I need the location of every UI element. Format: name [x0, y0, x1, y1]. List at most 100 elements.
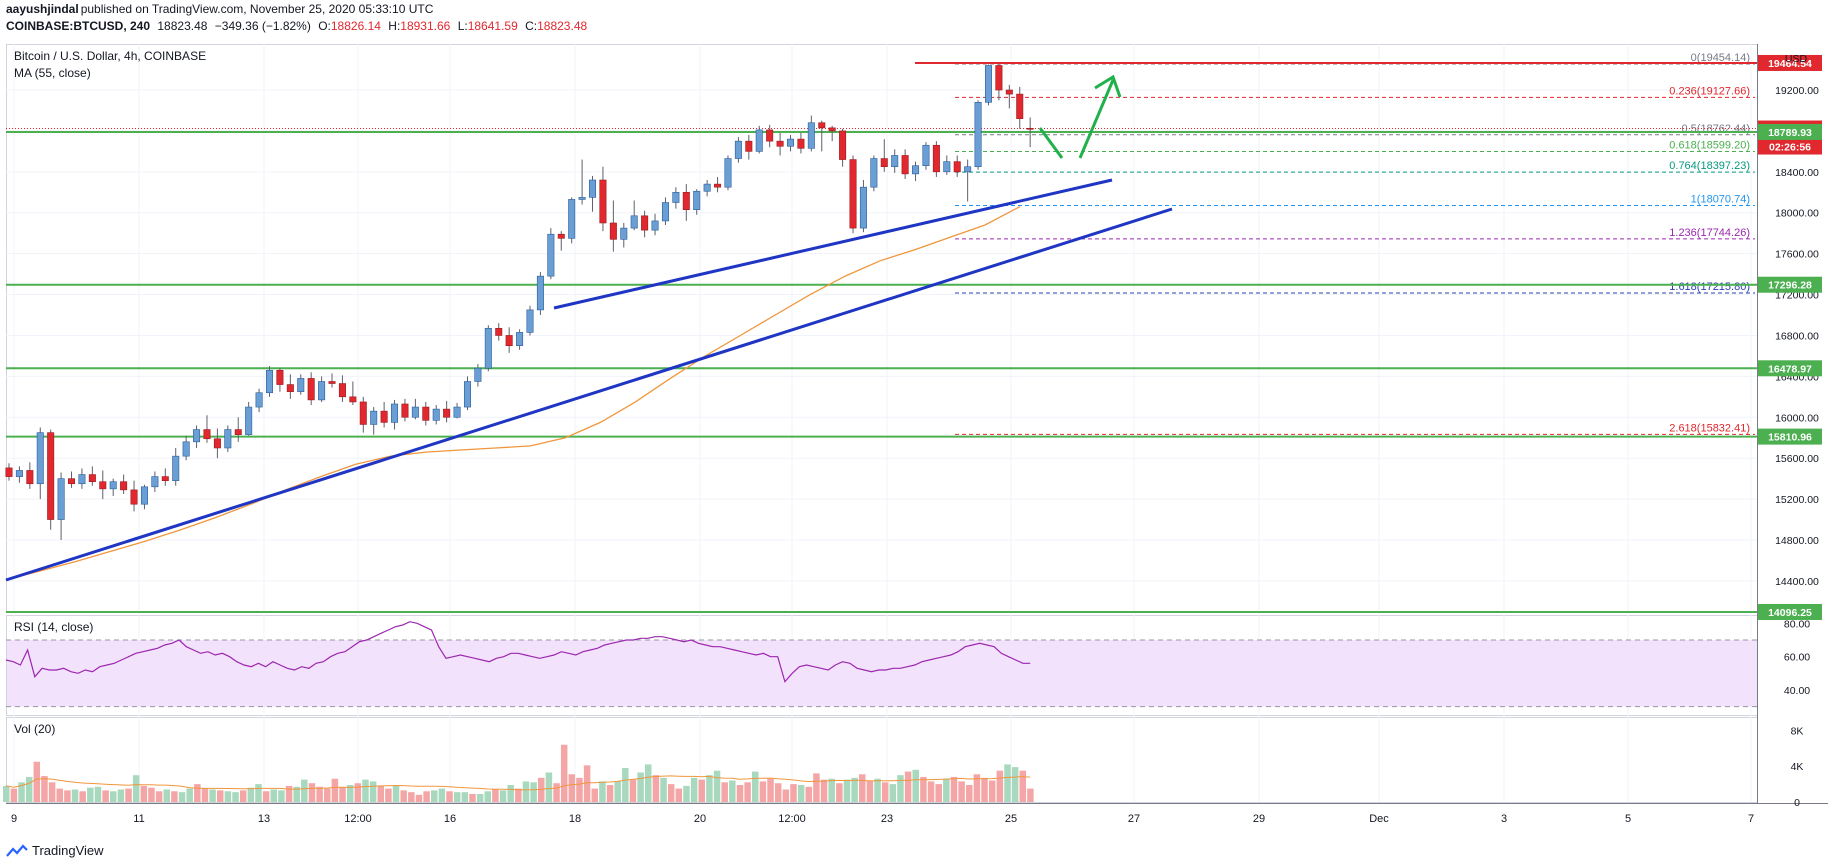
- volume-bar: [729, 780, 736, 802]
- main-pane-frame: [6, 44, 1758, 613]
- volume-bar: [889, 784, 897, 802]
- price-axis[interactable]: 14400.00 14800.00 15200.00 15600.00 16000.00…: [1775, 85, 1819, 809]
- volume-bar: [759, 781, 767, 802]
- volume-bar: [599, 781, 606, 802]
- volume-bar: [499, 790, 507, 802]
- volume-bar: [530, 782, 537, 802]
- time-tick-label: 13: [258, 813, 270, 825]
- volume-bar: [744, 782, 751, 802]
- candle-body: [714, 183, 722, 188]
- ohlc-line: COINBASE:BTCUSD, 240 18823.48 −349.36 (−…: [6, 19, 591, 33]
- volume-bar: [958, 781, 965, 802]
- candle-body: [745, 140, 753, 152]
- volume-bar: [706, 775, 713, 802]
- volume-bar: [1011, 767, 1019, 802]
- price-labels: 19464.5418823.4802:26:5618789.9317296.28…: [1758, 54, 1822, 620]
- volume-bar: [645, 764, 652, 802]
- price-label-text: 19464.54: [1768, 58, 1812, 70]
- volume-bar: [591, 788, 599, 802]
- candle-body: [609, 222, 617, 240]
- publish-info: aayushjindal published on TradingView.com…: [6, 2, 437, 16]
- price-change: −349.36 (−1.82%): [214, 19, 311, 33]
- volume-bar: [209, 789, 216, 802]
- volume-bar: [408, 792, 415, 802]
- candle-body: [995, 65, 1003, 91]
- candle-body: [245, 406, 253, 435]
- volume-bar: [232, 792, 239, 802]
- candle-body: [109, 481, 117, 490]
- low-value: 18641.59: [467, 19, 518, 33]
- candle-body: [547, 233, 555, 277]
- candle-body: [338, 383, 346, 398]
- volume-bar: [87, 787, 94, 802]
- volume-bar: [652, 775, 660, 802]
- ma55-line: [5, 206, 1021, 581]
- open-value: 18826.14: [330, 19, 381, 33]
- volume-bar: [194, 784, 201, 802]
- volume-bar: [102, 790, 109, 802]
- last-price: 18823.48: [157, 19, 208, 33]
- price-tick-label: 16000.00: [1775, 412, 1819, 424]
- price-tick-label: 17600.00: [1775, 249, 1819, 261]
- volume-bar: [583, 765, 591, 802]
- volume-bar: [438, 788, 446, 802]
- price-label-box: [1758, 123, 1822, 140]
- volume-bar: [1027, 788, 1034, 802]
- candle-body: [151, 476, 159, 488]
- candle-body: [182, 441, 190, 457]
- high-label: H:: [388, 19, 401, 33]
- price-tick-label: 18400.00: [1775, 167, 1819, 179]
- volume-bar: [774, 783, 782, 802]
- candle-body: [734, 140, 742, 159]
- volume-bar: [973, 774, 981, 802]
- volume-bar: [560, 744, 568, 802]
- volume-bar: [423, 791, 430, 802]
- volume-bar: [354, 783, 362, 802]
- time-axis[interactable]: 9 11 13 12:00 16 18 20 12:00 23 25 27 29 Dec 3 5 7: [11, 813, 1754, 825]
- candle-body: [724, 158, 732, 188]
- volume-bar: [308, 783, 316, 802]
- volume-bar: [752, 771, 759, 802]
- candle-body: [68, 478, 76, 485]
- publish-text: published on TradingView.com, November 2…: [80, 2, 434, 16]
- volume-bar: [698, 779, 706, 802]
- tradingview-footer-logo[interactable]: TradingView: [6, 843, 104, 858]
- close-value: 18823.48: [537, 19, 588, 33]
- volume-bar: [935, 784, 942, 802]
- candle-body: [380, 410, 388, 423]
- fibonacci-levels: 0(19454.14) 0.236(19127.66) 0.5(18762.44) 0…: [955, 52, 1755, 435]
- volume-bar: [629, 779, 637, 802]
- time-tick-label: 16: [444, 813, 456, 825]
- volume-bar: [247, 787, 255, 802]
- volume-bar: [453, 792, 461, 802]
- candle-body: [203, 429, 211, 440]
- candle-body: [901, 155, 909, 175]
- volume-bar: [690, 777, 698, 802]
- volume-bar: [201, 788, 209, 802]
- volume-bar: [469, 793, 476, 802]
- author-name[interactable]: aayushjindal: [6, 2, 79, 16]
- volume-bar: [155, 791, 163, 802]
- volume-bar: [881, 782, 889, 802]
- candle-body: [912, 165, 920, 175]
- candle-body: [828, 127, 836, 132]
- fib-level-label: 0.764(18397.23): [1669, 160, 1750, 172]
- candle-body: [786, 138, 794, 147]
- volume-bar: [721, 782, 728, 802]
- volume-bar: [293, 786, 300, 802]
- low-label: L:: [457, 19, 468, 33]
- candle-body: [859, 186, 867, 229]
- candle-body: [807, 122, 815, 149]
- candle-body: [161, 476, 169, 481]
- volume-bar: [736, 785, 744, 802]
- candle-body: [641, 215, 649, 231]
- time-tick-label: 18: [569, 813, 581, 825]
- volume-bar: [110, 791, 117, 802]
- volume-bar: [981, 777, 988, 802]
- candle-body: [526, 309, 534, 333]
- volume-tick-label: 4K: [1791, 761, 1804, 773]
- candle-body: [755, 129, 763, 152]
- candle-body: [932, 144, 940, 173]
- volume-bar: [667, 784, 675, 802]
